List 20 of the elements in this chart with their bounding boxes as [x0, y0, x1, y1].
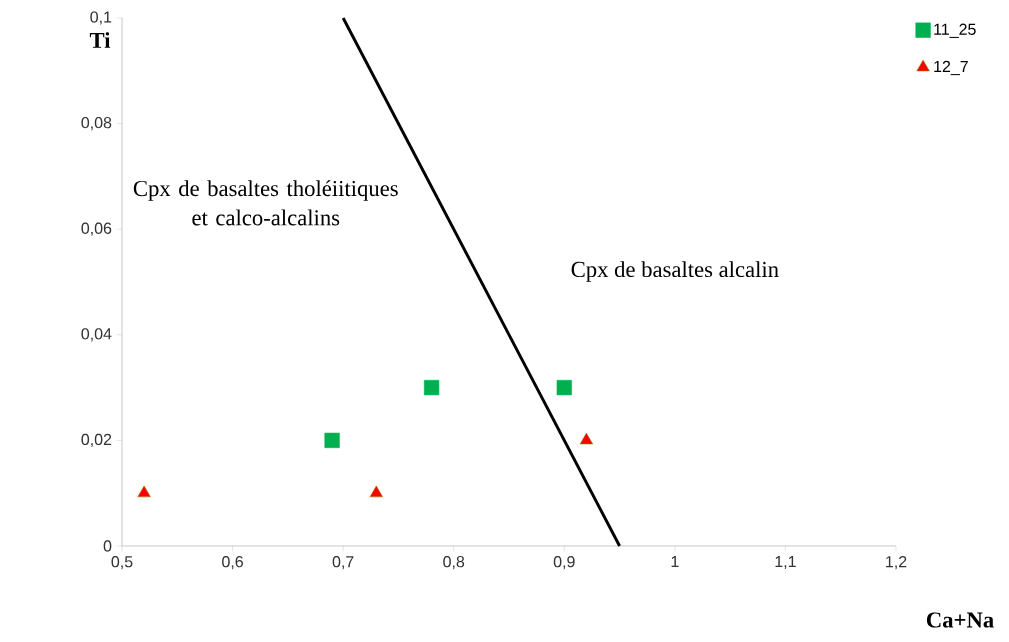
x-tick-label: 1 — [671, 556, 679, 568]
x-tick-label: 0,5 — [111, 556, 133, 570]
legend-label: 11_25 — [934, 23, 976, 38]
annotation: Cpx de basaltes tholéiitiques et calco-alcalins — [133, 180, 398, 226]
annotation: Cpx de basaltes alcalin — [571, 261, 779, 282]
x-tick-label: 0,9 — [553, 556, 575, 570]
y-tick-label: 0,04 — [81, 328, 112, 342]
x-tick-label: 0,6 — [222, 556, 243, 570]
y-tick-label: 0 — [103, 540, 112, 552]
x-tick-label: 0,7 — [332, 556, 354, 570]
y-tick-label: 0,06 — [81, 222, 112, 236]
x-axis-title: Ca+Na — [926, 612, 994, 628]
y-tick-label: 0,1 — [90, 11, 112, 25]
y-tick-label: 0,08 — [81, 116, 112, 131]
legend-label: 12_7 — [934, 60, 968, 76]
y-tick-label: 0,02 — [81, 433, 112, 448]
y-axis-title: Ti — [89, 32, 111, 48]
x-tick-label: 1,2 — [886, 556, 907, 570]
x-tick-label: 0,8 — [443, 556, 465, 570]
x-tick-label: 1,1 — [775, 556, 796, 570]
